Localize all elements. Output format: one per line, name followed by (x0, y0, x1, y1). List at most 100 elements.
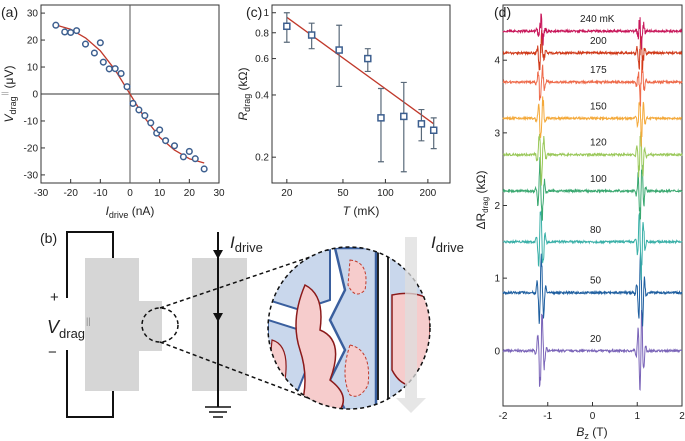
data-point (364, 54, 372, 63)
zoom-region-circle (141, 307, 179, 343)
data-point (429, 126, 438, 134)
data-point (117, 69, 125, 78)
trace-200 (502, 29, 683, 71)
voltage-probe-wire (66, 231, 114, 418)
x-tick-label: 30 (213, 188, 225, 199)
trace-240 (502, 13, 683, 50)
x-tick-label: 2 (679, 411, 685, 422)
chart-a-xlabel: Idrive (nA) (106, 204, 155, 220)
y-tick-label: 0.8 (255, 28, 269, 39)
y-tick-label: -10 (24, 116, 39, 127)
drag-layer-left-block (85, 258, 139, 391)
data-point (400, 112, 408, 121)
data-point (111, 65, 119, 73)
y-tick-label: 0.4 (255, 90, 269, 101)
drive-layer-block (192, 258, 247, 391)
x-tick-label: 20 (281, 188, 293, 199)
chart-a: -30 -20 -10 0 10 20 30 -30 -20 -10 0 10 20 30 (24, 4, 225, 199)
x-tick-label: -2 (499, 411, 508, 422)
data-point (73, 27, 81, 35)
x-tick-label: 50 (337, 188, 349, 199)
y-tick-label: 0 (494, 346, 500, 357)
zoom-circle (267, 246, 431, 410)
data-point (162, 137, 170, 145)
chart-a-ylabel: Vdrag|| (μV) (2, 66, 18, 123)
idrive-label-2: Idrive (431, 233, 464, 255)
x-tick-label: -1 (543, 411, 552, 422)
data-point (129, 99, 137, 107)
y-tick-label: 3 (494, 128, 500, 139)
y-tick-label: -30 (24, 170, 39, 181)
plot-frame (271, 4, 451, 184)
trace-100 (502, 157, 683, 221)
x-tick-label: -10 (93, 188, 108, 199)
trace-label: 50 (590, 276, 602, 287)
data-point (307, 31, 316, 39)
data-point (81, 40, 90, 48)
x-tick-label: 20 (184, 188, 196, 199)
chart-c-xlabel: T (mK) (343, 204, 380, 218)
trace-175 (502, 60, 683, 107)
y-tick-label: 1 (494, 274, 500, 285)
y-tick-label: 0 (32, 90, 38, 101)
trace-120 (502, 131, 683, 186)
x-tick-label: 200 (420, 188, 437, 199)
chart-d-xlabel: Bz (T) (576, 425, 607, 441)
data-point (147, 119, 155, 127)
data-point (417, 120, 426, 128)
current-direction-arrow-icon (396, 237, 426, 413)
x-tick-label: -20 (63, 188, 78, 199)
data-point (96, 39, 104, 47)
idrive-label: Idrive (230, 233, 263, 255)
y-tick-label: -20 (24, 143, 39, 154)
data-point (185, 147, 193, 155)
data-point (123, 83, 131, 91)
trace-label: 120 (590, 138, 607, 149)
data-point (179, 153, 187, 161)
chart-d-ylabel: ΔRdrag (kΩ) (474, 170, 490, 229)
x-tick-label: 10 (154, 188, 166, 199)
data-point (67, 28, 75, 37)
data-point (335, 46, 343, 54)
x-tick-label: 0 (127, 188, 133, 199)
chart-c-ylabel: Rdrag (kΩ) (236, 68, 252, 121)
trace-label: 200 (590, 36, 607, 47)
x-tick-label: 100 (377, 188, 394, 199)
data-point (156, 126, 164, 134)
device-diagram: + − Vdrag|| Idrive Idrive (47, 231, 464, 418)
data-point (170, 142, 179, 150)
y-tick-label: 30 (27, 9, 39, 20)
data-point (135, 106, 143, 114)
data-point (141, 112, 149, 120)
vdrag-label: Vdrag|| (47, 316, 91, 341)
y-tick-label: 20 (27, 36, 39, 47)
trace-50 (502, 251, 683, 327)
plus-sign: + (50, 289, 59, 306)
data-point (90, 49, 98, 57)
data-point (191, 155, 199, 163)
error-bar (400, 81, 407, 173)
trace-label: 150 (590, 101, 607, 112)
current-arrow-icon (213, 250, 223, 322)
error-bar (377, 87, 384, 163)
trace-80 (502, 210, 683, 281)
error-bar (336, 24, 343, 88)
trace-label: 175 (590, 65, 607, 76)
data-point (52, 21, 60, 29)
trace-150 (502, 96, 683, 147)
y-tick-label: 4 (494, 56, 500, 67)
panel-label-c: (c) (246, 4, 262, 20)
trace-label: 20 (590, 334, 602, 345)
panel-label-a: (a) (1, 4, 18, 20)
ground-icon (205, 406, 231, 418)
trace-label: 240 mK (580, 14, 615, 25)
data-point (99, 58, 107, 66)
y-tick-label: 0.6 (255, 54, 269, 65)
minus-sign: − (48, 344, 57, 361)
y-tick-label: 2 (494, 201, 500, 212)
y-tick-label: 1 (263, 8, 269, 19)
y-tick-label: 10 (27, 63, 39, 74)
x-tick-label: 0 (590, 411, 596, 422)
chart-c: 20 50 100 200 0.2 0.4 0.6 0.8 1 (255, 4, 451, 199)
